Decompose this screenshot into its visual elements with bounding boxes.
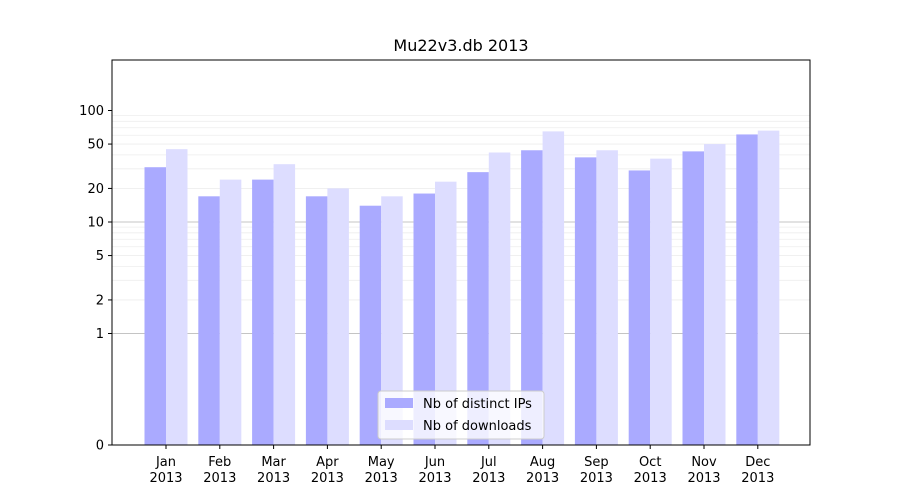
bar-downloads-apr bbox=[327, 188, 349, 445]
y-tick-label: 0 bbox=[96, 439, 104, 454]
bar-downloads-jan bbox=[166, 149, 188, 445]
bar-downloads-may bbox=[381, 196, 403, 445]
x-tick-label-year: 2013 bbox=[580, 471, 613, 486]
bar-downloads-jul bbox=[488, 152, 511, 446]
legend-label: Nb of distinct IPs bbox=[423, 397, 532, 412]
x-tick-label-year: 2013 bbox=[203, 471, 236, 486]
x-tick-label-month: Feb bbox=[208, 455, 231, 470]
x-tick-label-month: Sep bbox=[584, 455, 609, 470]
bar-downloads-aug bbox=[542, 131, 565, 445]
y-axis: 0 1 2 5 10 20 50 100 bbox=[79, 104, 112, 454]
bar-ips-apr bbox=[305, 196, 328, 445]
legend-swatch bbox=[385, 420, 413, 430]
bar-downloads-feb bbox=[219, 179, 242, 445]
bar-downloads-jun bbox=[435, 181, 457, 445]
x-tick-label-month: Oct bbox=[639, 455, 661, 470]
bar-downloads-dec bbox=[757, 130, 780, 445]
y-tick-label: 5 bbox=[96, 249, 104, 264]
x-tick-label-year: 2013 bbox=[741, 471, 774, 486]
x-tick-label-year: 2013 bbox=[687, 471, 720, 486]
plot-frame bbox=[111, 59, 811, 446]
bar-ips-mar bbox=[252, 179, 274, 445]
bar-ips-aug bbox=[521, 150, 543, 446]
y-tick-label: 2 bbox=[96, 293, 104, 308]
x-tick-label-month: Nov bbox=[691, 455, 717, 470]
x-tick-label-year: 2013 bbox=[634, 471, 667, 486]
x-tick-label-month: Jul bbox=[480, 455, 497, 470]
x-tick-label-month: Jun bbox=[424, 455, 445, 470]
x-tick-label-month: Apr bbox=[316, 455, 339, 470]
x-tick-label-year: 2013 bbox=[418, 471, 451, 486]
x-tick-label-month: Dec bbox=[745, 455, 770, 470]
y-tick-label: 1 bbox=[96, 327, 104, 342]
x-tick-label-month: Mar bbox=[261, 455, 286, 470]
bar-ips-nov bbox=[682, 151, 704, 445]
bars bbox=[144, 130, 780, 446]
bar-ips-oct bbox=[628, 170, 651, 445]
legend-swatch bbox=[385, 398, 413, 408]
bar-downloads-nov bbox=[704, 144, 726, 445]
legend: Nb of distinct IPs Nb of downloads bbox=[377, 390, 545, 440]
x-tick-label-year: 2013 bbox=[311, 471, 344, 486]
x-tick-label-year: 2013 bbox=[472, 471, 505, 486]
bar-ips-dec bbox=[736, 134, 758, 445]
bar-ips-may bbox=[359, 205, 382, 445]
x-tick-label-year: 2013 bbox=[149, 471, 182, 486]
y-tick-label: 50 bbox=[87, 138, 104, 153]
bar-ips-feb bbox=[198, 196, 220, 445]
legend-box bbox=[377, 390, 545, 440]
y-tick-label: 10 bbox=[87, 216, 104, 231]
x-tick-label-year: 2013 bbox=[365, 471, 398, 486]
bar-ips-jul bbox=[467, 172, 489, 445]
bar-downloads-mar bbox=[273, 164, 296, 445]
chart-title: Mu22v3.db 2013 bbox=[393, 36, 528, 55]
x-tick-label-year: 2013 bbox=[526, 471, 559, 486]
bar-downloads-oct bbox=[650, 158, 672, 445]
y-tick-label: 20 bbox=[87, 182, 104, 197]
x-axis: Jan2013Feb2013Mar2013Apr2013May2013Jun20… bbox=[149, 445, 774, 486]
x-tick-label-year: 2013 bbox=[257, 471, 290, 486]
x-tick-label-month: May bbox=[368, 455, 395, 470]
x-tick-label-month: Jan bbox=[155, 455, 176, 470]
bar-ips-jun bbox=[413, 193, 435, 445]
bar-ips-jan bbox=[144, 167, 166, 445]
x-tick-label-month: Aug bbox=[530, 455, 555, 470]
bar-downloads-sep bbox=[596, 150, 618, 446]
legend-label: Nb of downloads bbox=[423, 419, 532, 434]
y-tick-label: 100 bbox=[79, 104, 104, 119]
bar-ips-sep bbox=[574, 157, 597, 445]
